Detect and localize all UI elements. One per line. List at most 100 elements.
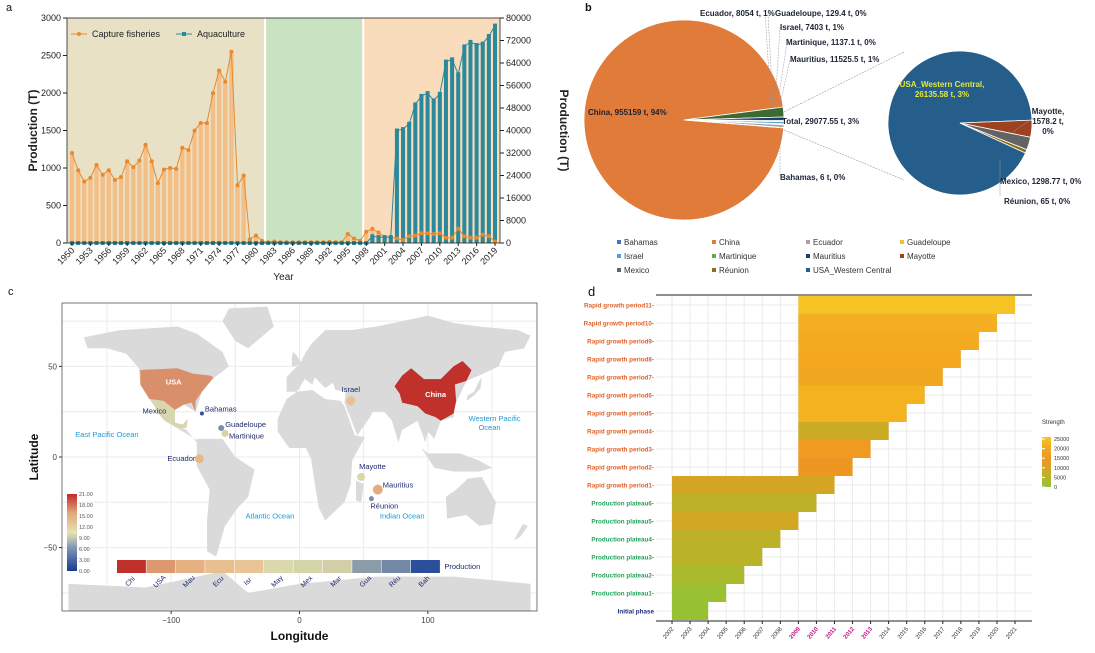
label-mauritius: Mauritius, 11525.5 t, 1%: [790, 55, 879, 64]
x-tick-label: 2020: [987, 626, 1001, 641]
colorbar-label: 15.00: [79, 514, 93, 520]
aquaculture-bar: [431, 100, 436, 243]
capture-bar: [124, 161, 130, 243]
x-tick-label: 2002: [662, 626, 676, 641]
aquaculture-point: [468, 39, 473, 44]
aquaculture-point: [376, 235, 381, 240]
x-tick-label: 2007: [405, 245, 426, 266]
panel-label-a: a: [6, 2, 13, 14]
legend-label: Ecuador: [813, 238, 843, 247]
x-tick-label: 2003: [680, 626, 694, 641]
legend-label: Bahamas: [624, 238, 658, 247]
x-tick-label: 1989: [294, 245, 315, 266]
capture-bar: [210, 93, 216, 243]
capture-bar: [345, 234, 351, 243]
capture-point: [192, 128, 197, 133]
colorbar-label: 3.00: [79, 558, 90, 564]
label-israel: Israel, 7403 t, 1%: [780, 23, 844, 32]
capture-point: [419, 231, 424, 236]
x-tick-label: 2005: [717, 626, 731, 641]
capture-bar: [131, 167, 136, 243]
legend-swatch-israel: [617, 254, 621, 258]
production-swatch-mau: [175, 560, 205, 573]
capture-bar: [100, 174, 105, 243]
range-bar: [672, 548, 763, 566]
panel-c-map: Bahamas Guadeloupe Martinique Ecuador Israel…: [27, 302, 538, 643]
leader-line: [767, 13, 774, 107]
legend-swatch-usa_western central: [806, 268, 810, 272]
legend-swatch-mayotte: [900, 254, 904, 258]
legend-swatch-martinique: [712, 254, 716, 258]
x-tick-label: 2017: [933, 626, 947, 641]
panel-d-timeline: Rapid growth period11- Rapid growth perio…: [584, 294, 1069, 641]
legend-label: Réunion: [719, 266, 749, 275]
period-background: [265, 18, 364, 243]
legend-label: Israel: [624, 252, 644, 261]
y-axis-title-left: Production (T): [26, 90, 40, 172]
capture-point: [94, 163, 99, 167]
panel-label-d: d: [588, 284, 596, 299]
row-label: Rapid growth period5-: [587, 411, 654, 418]
capture-point: [70, 151, 74, 155]
x-tick-label: 2009: [789, 626, 803, 641]
y-tick-label-right: 24000: [506, 171, 531, 181]
capture-point: [217, 68, 222, 73]
capture-line: [71, 51, 496, 243]
leader-line: [778, 59, 791, 110]
label-guadeloupe: Guadeloupe, 129.4 t, 0%: [775, 9, 867, 18]
y-tick-label-right: 16000: [506, 193, 531, 203]
x-tick-label: 2008: [771, 626, 785, 641]
map-label-réunion: Réunion: [370, 502, 398, 511]
capture-bar: [174, 168, 179, 243]
aquaculture-bar: [443, 61, 448, 243]
row-label: Rapid growth period1-: [587, 483, 654, 490]
aquaculture-point: [474, 43, 479, 47]
capture-point: [235, 183, 240, 188]
aquaculture-point: [370, 234, 375, 239]
capture-bar: [75, 170, 81, 243]
x-tick-label: 2011: [825, 626, 838, 640]
aquaculture-bar: [382, 237, 387, 243]
production-swatch-réu: [381, 560, 411, 573]
production-swatch-ecu: [205, 560, 235, 573]
capture-point: [131, 165, 136, 170]
map-label-ecuador: Ecuador: [167, 454, 195, 463]
x-tick-label: 2010: [423, 245, 444, 266]
legend-swatch-china: [712, 240, 716, 244]
ocean-label: Ocean: [478, 423, 500, 432]
y-tick-label-right: 56000: [506, 81, 531, 91]
x-tick-label: 1965: [147, 245, 168, 266]
capture-point: [468, 235, 473, 240]
capture-bar: [82, 181, 87, 243]
aquaculture-point: [443, 59, 448, 64]
row-label: Rapid growth period8-: [587, 357, 654, 364]
panel-b-pie: China, 955159 t, 94%Ecuador, 8054 t, 1% G…: [583, 9, 1081, 275]
x-tick-label: 1980: [239, 245, 260, 266]
map-label-mexico: Mexico: [143, 407, 167, 416]
x-tick-label: 1977: [221, 245, 242, 266]
aquaculture-bar: [370, 236, 375, 243]
capture-bar: [69, 153, 75, 243]
point-réunion: [368, 496, 374, 502]
x-tick-label: 2013: [441, 245, 462, 266]
capture-point: [425, 231, 430, 236]
capture-point: [345, 232, 350, 236]
landmass-japan: [466, 377, 482, 401]
capture-point: [204, 121, 209, 125]
connector-line-bottom: [783, 129, 905, 181]
map-label-usa: USA: [166, 378, 182, 387]
y-tick-label-right: 8000: [506, 216, 526, 226]
capture-point: [82, 179, 87, 184]
legend-swatch-mauritius: [806, 254, 810, 258]
range-bar: [672, 530, 781, 548]
aquaculture-point: [450, 57, 455, 62]
label-usa-line2: 26135.58 t, 3%: [915, 90, 969, 99]
capture-bar: [186, 150, 191, 243]
legend-label: 5000: [1054, 475, 1066, 481]
landmass-africa: [277, 389, 365, 521]
capture-point: [174, 166, 179, 171]
x-tick-label: −100: [162, 616, 181, 625]
x-tick-label: 1995: [331, 245, 352, 266]
aquaculture-point: [437, 91, 442, 96]
capture-point: [474, 235, 479, 240]
